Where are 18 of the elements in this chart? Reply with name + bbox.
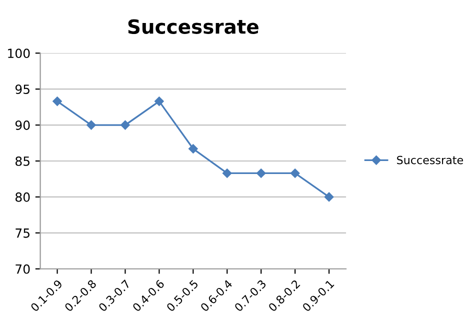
point	[256, 168, 266, 178]
legend-label: Successrate	[397, 156, 464, 164]
point	[154, 96, 164, 106]
point	[86, 120, 96, 130]
point	[52, 96, 62, 106]
point	[290, 168, 300, 178]
point	[324, 192, 334, 202]
y-tick-label: 85	[16, 156, 30, 166]
point	[188, 144, 198, 154]
chart-title: Successrate	[128, 19, 258, 34]
y-tick-label: 70	[16, 264, 30, 274]
y-tick-label: 90	[15, 120, 30, 130]
y-tick-label: 100	[8, 48, 30, 58]
y-tick-label: 75	[16, 228, 30, 238]
point	[120, 120, 130, 130]
point	[222, 168, 232, 178]
y-tick-label: 80	[16, 192, 30, 202]
y-tick-label: 95	[15, 84, 30, 94]
